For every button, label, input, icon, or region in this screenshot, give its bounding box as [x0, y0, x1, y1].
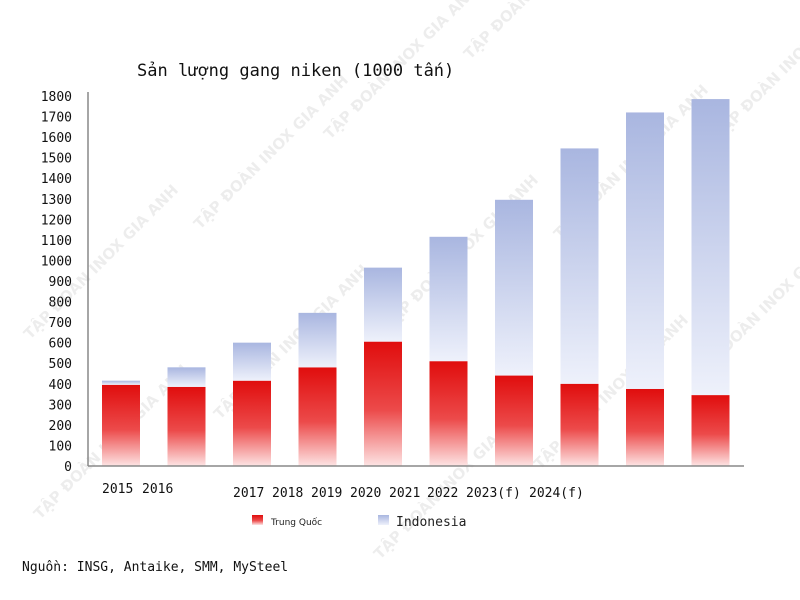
- bar-trung-quoc: [233, 380, 271, 466]
- bar-trung-quoc: [495, 375, 533, 466]
- bar-indonesia: [167, 367, 206, 387]
- y-tick-label: 1000: [41, 254, 72, 269]
- y-tick-label: 100: [49, 439, 72, 454]
- bar-indonesia: [691, 99, 730, 396]
- x-tick-label: 2022: [427, 486, 458, 501]
- watermark-text: TẬP ĐOÀN INOX GIA ANH: [459, 0, 622, 63]
- y-tick-label: 1800: [41, 90, 72, 105]
- bar-trung-quoc: [626, 388, 664, 466]
- bar-trung-quoc: [429, 361, 468, 466]
- y-tick-label: 800: [49, 296, 72, 311]
- x-tick-label: 2023(f): [466, 486, 521, 501]
- watermark-text: TẬP ĐOÀN INOX GIA ANH: [629, 0, 792, 3]
- bar-indonesia: [429, 236, 468, 362]
- bars: [102, 99, 730, 466]
- bar-indonesia: [298, 312, 337, 368]
- y-tick-label: 300: [49, 398, 72, 413]
- bar-trung-quoc: [691, 395, 730, 466]
- bar-indonesia: [495, 199, 533, 376]
- legend-swatch-trung-quoc: [252, 515, 263, 525]
- x-tick-label: 2018: [272, 486, 303, 501]
- source-note: Nguồn: INSG, Antaike, SMM, MySteel: [22, 560, 288, 575]
- x-tick-label: 2016: [142, 482, 173, 497]
- bar-trung-quoc: [102, 384, 140, 466]
- y-tick-label: 1300: [41, 193, 72, 208]
- bar-indonesia: [233, 342, 271, 381]
- bar-indonesia: [626, 112, 664, 389]
- y-axis: 0 100 200 300 400 500 600 700 800 900 1000 1100 1200…: [41, 90, 89, 475]
- y-tick-label: 900: [49, 275, 72, 290]
- watermark-layer: TẬP ĐOÀN INOX GIA ANH TẬP ĐOÀN INOX GIA A…: [19, 0, 800, 563]
- x-tick-label: 2015: [102, 482, 133, 497]
- x-tick-label: 2020: [350, 486, 381, 501]
- legend-label-indonesia: Indonesia: [396, 515, 466, 530]
- legend-label-trung-quoc: Trung Quốc: [270, 517, 322, 528]
- y-tick-label: 600: [49, 337, 72, 352]
- y-tick-label: 1400: [41, 172, 72, 187]
- y-tick-label: 700: [49, 316, 72, 331]
- x-tick-label: 2021: [389, 486, 420, 501]
- bar-trung-quoc: [560, 383, 599, 466]
- y-tick-label: 1200: [41, 213, 72, 228]
- bar-trung-quoc: [167, 386, 206, 466]
- chart-title: Sản lượng gang niken (1000 tấn): [137, 61, 454, 81]
- bar-indonesia: [560, 148, 599, 384]
- x-tick-label: 2024(f): [529, 486, 584, 501]
- bar-indonesia: [102, 380, 140, 385]
- bar-trung-quoc: [298, 367, 337, 466]
- y-tick-label: 1500: [41, 152, 72, 167]
- y-tick-label: 1600: [41, 131, 72, 146]
- watermark-text: TẬP ĐOÀN INOX GIA ANH: [189, 70, 352, 233]
- bar-trung-quoc: [364, 341, 402, 466]
- x-tick-label: 2017: [233, 486, 264, 501]
- y-tick-label: 1700: [41, 111, 72, 126]
- y-tick-label: 200: [49, 419, 72, 434]
- y-tick-label: 1100: [41, 234, 72, 249]
- x-axis: 2015 2016 2017 2018 2019 2020 2021 2022 2023(f) 2…: [88, 465, 744, 501]
- bar-indonesia: [364, 267, 402, 342]
- y-tick-label: 500: [49, 357, 72, 372]
- y-tick-label: 400: [49, 378, 72, 393]
- watermark-text: TẬP ĐOÀN INOX GIA ANH: [529, 310, 692, 473]
- x-tick-label: 2019: [311, 486, 342, 501]
- y-tick-label: 0: [64, 460, 72, 475]
- legend-swatch-indonesia: [378, 515, 389, 525]
- legend: Trung Quốc Indonesia: [252, 515, 466, 530]
